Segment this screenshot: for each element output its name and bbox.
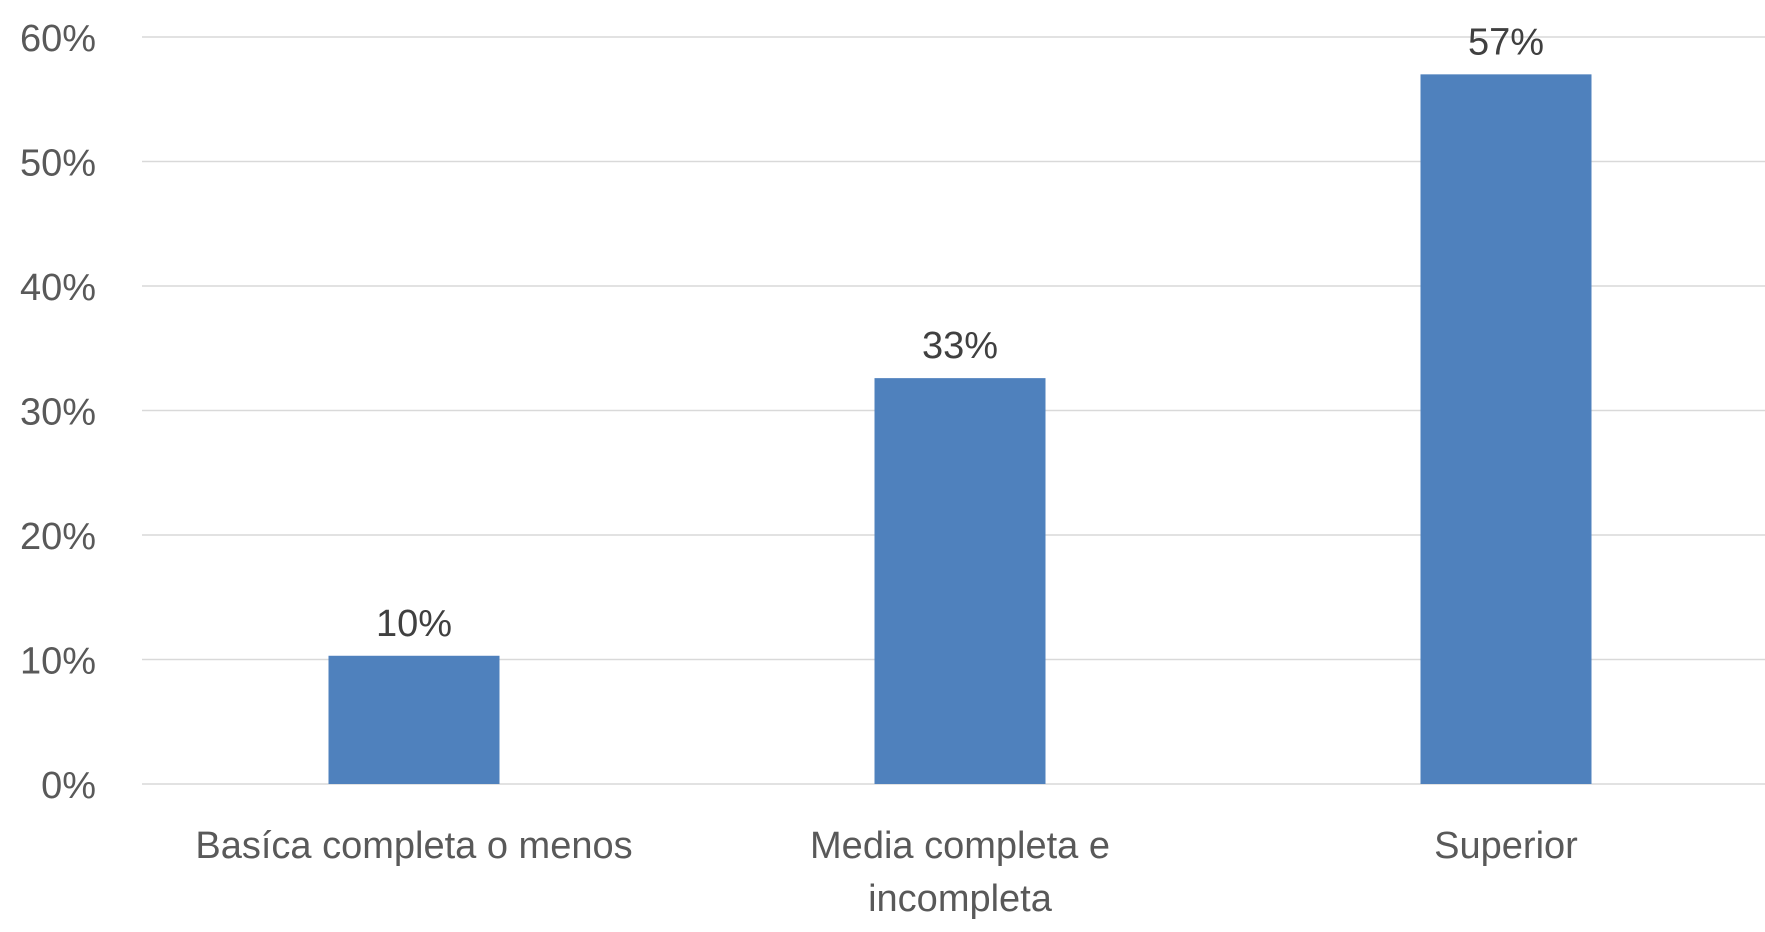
data-label: 10% — [376, 603, 452, 645]
data-labels: 10% 33% 57% — [376, 21, 1544, 644]
y-tick-label: 0% — [41, 765, 96, 807]
bar — [874, 378, 1046, 784]
data-label: 57% — [1468, 21, 1544, 63]
y-tick-label: 40% — [20, 267, 96, 309]
x-axis-category-labels: Basíca completa o menos Media completa e i… — [195, 825, 1578, 920]
bar — [1420, 74, 1592, 785]
y-tick-label: 50% — [20, 143, 96, 185]
data-label: 33% — [922, 325, 998, 367]
y-tick-label: 20% — [20, 516, 96, 558]
y-tick-label: 30% — [20, 392, 96, 434]
x-category-label: incompleta — [868, 878, 1053, 920]
x-category-label: Superior — [1434, 825, 1578, 867]
bar — [328, 655, 500, 784]
bars — [328, 74, 1592, 785]
y-tick-label: 60% — [20, 18, 96, 60]
y-tick-label: 10% — [20, 641, 96, 683]
x-category-label: Basíca completa o menos — [195, 825, 632, 867]
x-category-label: Media completa e — [810, 825, 1110, 867]
y-axis-tick-labels: 0% 10% 20% 30% 40% 50% 60% — [20, 18, 96, 807]
